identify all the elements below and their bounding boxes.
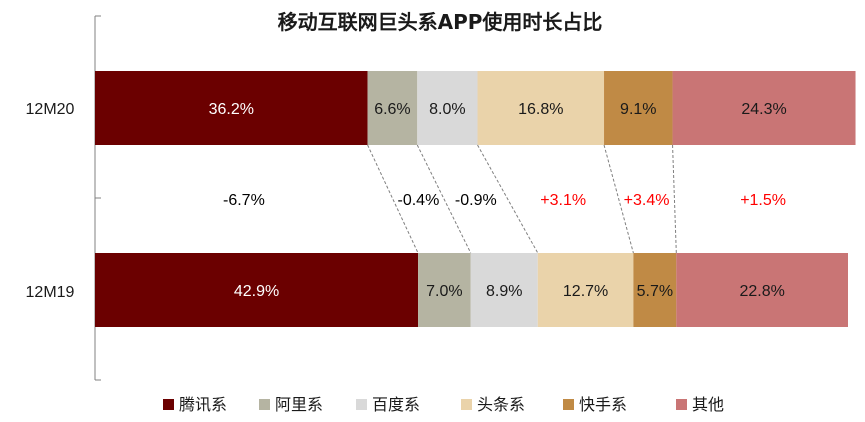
bar-segment bbox=[672, 71, 856, 145]
legend-swatch bbox=[676, 399, 687, 410]
legend-label: 百度系 bbox=[372, 395, 420, 414]
bar-segment bbox=[537, 253, 634, 327]
category-label-12m19: 12M19 bbox=[26, 284, 75, 301]
connector-line bbox=[416, 144, 472, 254]
bar-segment bbox=[604, 71, 673, 145]
change-label: -6.7% bbox=[223, 192, 265, 209]
segment-value-label: 12.7% bbox=[563, 283, 608, 300]
legend-swatch bbox=[163, 399, 174, 410]
change-label: +3.4% bbox=[624, 192, 670, 209]
legend-swatch bbox=[461, 399, 472, 410]
segment-value-label: 5.7% bbox=[637, 283, 673, 300]
bar-segment bbox=[417, 71, 478, 145]
bar-segment bbox=[470, 253, 538, 327]
bar-segment bbox=[95, 71, 368, 145]
bar-segment bbox=[367, 71, 418, 145]
segment-value-label: 6.6% bbox=[374, 101, 410, 118]
segment-value-label: 8.0% bbox=[429, 101, 465, 118]
segment-value-label: 8.9% bbox=[486, 283, 522, 300]
segment-value-label: 7.0% bbox=[426, 283, 462, 300]
change-label: +3.1% bbox=[540, 192, 586, 209]
legend-label: 阿里系 bbox=[275, 395, 323, 414]
legend-swatch bbox=[356, 399, 367, 410]
segment-value-label: 42.9% bbox=[234, 283, 279, 300]
legend-swatch bbox=[563, 399, 574, 410]
connector-line bbox=[603, 144, 634, 254]
legend-swatch bbox=[259, 399, 270, 410]
bars-layer: 36.2% 6.6% 8.0% 16.8% 9.1% 24.3% 42.9% 7.0% 8.9%… bbox=[95, 71, 856, 327]
legend-label: 快手系 bbox=[579, 395, 627, 414]
connector-line bbox=[477, 144, 539, 254]
legend: 腾讯系 阿里系 百度系 头条系 快手系 其他 bbox=[163, 395, 724, 414]
change-label: -0.9% bbox=[455, 192, 497, 209]
change-label: +1.5% bbox=[740, 192, 786, 209]
legend-label: 头条系 bbox=[477, 395, 525, 414]
change-labels: -6.7% -0.4% -0.9% +3.1% +3.4% +1.5% bbox=[223, 192, 786, 209]
segment-value-label: 16.8% bbox=[518, 101, 563, 118]
bar-segment bbox=[418, 253, 471, 327]
category-label-12m20: 12M20 bbox=[26, 101, 75, 118]
legend-label: 其他 bbox=[692, 395, 724, 414]
bar-segment bbox=[676, 253, 848, 327]
segment-value-label: 22.8% bbox=[739, 283, 784, 300]
change-label: -0.4% bbox=[398, 192, 440, 209]
legend-label: 腾讯系 bbox=[179, 395, 227, 414]
segment-value-label: 36.2% bbox=[209, 101, 254, 118]
connector-line bbox=[672, 144, 677, 254]
bar-segment bbox=[95, 253, 419, 327]
segment-value-label: 24.3% bbox=[741, 101, 786, 118]
chart-title: 移动互联网巨头系APP使用时长占比 bbox=[278, 10, 603, 34]
bar-segment bbox=[633, 253, 677, 327]
segment-value-label: 9.1% bbox=[620, 101, 656, 118]
bar-segment bbox=[477, 71, 605, 145]
connector-lines bbox=[367, 144, 677, 254]
